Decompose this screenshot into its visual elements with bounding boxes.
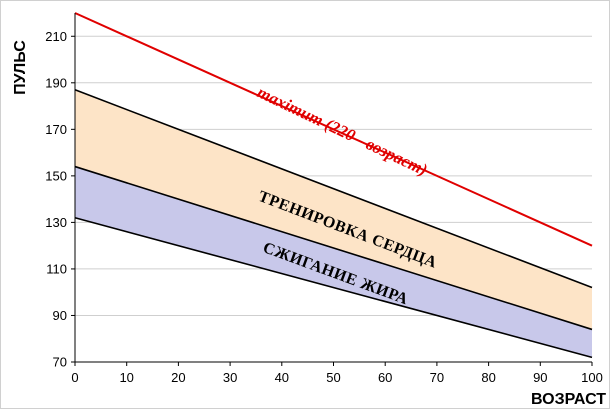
x-axis-title: ВОЗРАСТ bbox=[531, 391, 606, 408]
y-tick-label-150: 150 bbox=[45, 168, 67, 183]
y-axis-title: ПУЛЬС bbox=[12, 40, 29, 95]
y-tick-label-110: 110 bbox=[46, 261, 67, 276]
series-line-training-lower bbox=[74, 165, 593, 331]
x-tick-label-30: 30 bbox=[223, 370, 237, 385]
x-tick-label-40: 40 bbox=[275, 370, 289, 385]
x-tick-label-90: 90 bbox=[533, 370, 547, 385]
x-tick-label-80: 80 bbox=[481, 370, 495, 385]
series-line-training-upper bbox=[74, 89, 593, 289]
series-line-maximum bbox=[74, 12, 593, 247]
fat-burn-zone-band bbox=[75, 166, 592, 358]
y-tick-label-130: 130 bbox=[45, 215, 67, 230]
x-tick-labels: 0 10 20 30 40 50 60 70 80 90 100 bbox=[71, 370, 602, 385]
axes bbox=[71, 13, 593, 366]
y-tick-label-90: 90 bbox=[53, 308, 67, 323]
y-tick-label-70: 70 bbox=[53, 355, 67, 370]
x-tick-label-10: 10 bbox=[119, 370, 133, 385]
training-zone-band bbox=[75, 89, 592, 330]
x-tick-label-60: 60 bbox=[378, 370, 392, 385]
series-line-fat-burn-lower bbox=[74, 216, 593, 359]
x-tick-label-70: 70 bbox=[430, 370, 444, 385]
zone-bands bbox=[75, 89, 592, 358]
y-tick-label-190: 190 bbox=[45, 75, 67, 90]
series-lines bbox=[74, 12, 593, 359]
x-tick-label-0: 0 bbox=[71, 370, 78, 385]
y-tick-labels: 70 90 110 130 150 170 190 210 bbox=[45, 29, 67, 370]
y-tick-label-210: 210 bbox=[45, 29, 67, 44]
x-tick-label-20: 20 bbox=[171, 370, 185, 385]
x-tick-label-50: 50 bbox=[326, 370, 340, 385]
x-tick-label-100: 100 bbox=[581, 370, 603, 385]
y-tick-label-170: 170 bbox=[45, 122, 67, 137]
